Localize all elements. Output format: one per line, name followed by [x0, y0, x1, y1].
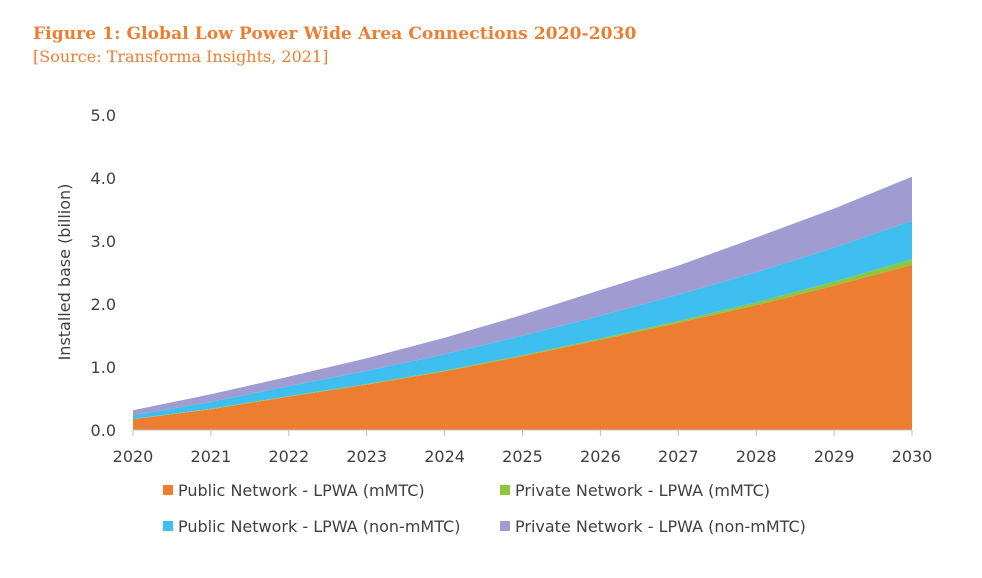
y-axis-label: Installed base (billion): [55, 184, 74, 361]
y-tick-label: 4.0: [91, 169, 116, 188]
legend-swatch-3: [163, 521, 173, 531]
legend-swatch-4: [500, 521, 510, 531]
x-tick-label: 2029: [814, 447, 855, 466]
x-tick-label: 2024: [424, 447, 465, 466]
area-series-group: [133, 176, 912, 430]
y-tick-label: 0.0: [91, 421, 116, 440]
x-tick-label: 2026: [580, 447, 621, 466]
legend-label-3: Public Network - LPWA (non-mMTC): [178, 517, 460, 536]
y-axis-ticks: 0.0 1.0 2.0 3.0 4.0 5.0: [91, 106, 116, 440]
y-tick-label: 2.0: [91, 295, 116, 314]
y-tick-label: 5.0: [91, 106, 116, 125]
legend-swatch-1: [163, 485, 173, 495]
x-tick-label: 2023: [346, 447, 387, 466]
legend-swatch-2: [500, 485, 510, 495]
x-tick-label: 2028: [736, 447, 777, 466]
y-tick-label: 1.0: [91, 358, 116, 377]
x-axis-ticks: 2020 2021 2022 2023 2024 2025 2026 2027 2028 2029…: [113, 430, 933, 466]
chart-title: Figure 1: Global Low Power Wide Area Con…: [33, 24, 637, 44]
legend-label-4: Private Network - LPWA (non-mMTC): [515, 517, 806, 536]
x-tick-label: 2027: [658, 447, 699, 466]
x-tick-label: 2030: [892, 447, 933, 466]
x-tick-label: 2025: [502, 447, 543, 466]
legend-label-2: Private Network - LPWA (mMTC): [515, 481, 770, 500]
y-tick-label: 3.0: [91, 232, 116, 251]
x-tick-label: 2021: [191, 447, 232, 466]
area-series-1: [133, 264, 912, 430]
x-tick-label: 2020: [113, 447, 154, 466]
legend: Public Network - LPWA (mMTC) Private Netw…: [163, 481, 806, 536]
x-tick-label: 2022: [268, 447, 309, 466]
legend-label-1: Public Network - LPWA (mMTC): [178, 481, 425, 500]
chart-subtitle: [Source: Transforma Insights, 2021]: [33, 47, 329, 66]
